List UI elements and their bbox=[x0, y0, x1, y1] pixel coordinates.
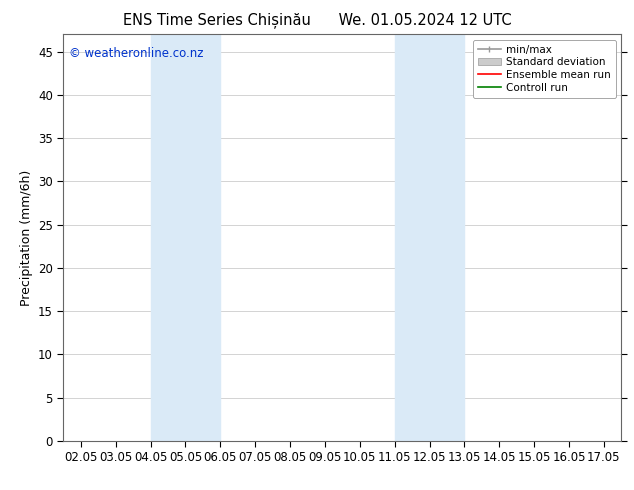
Bar bbox=[150, 34, 221, 441]
Text: © weatheronline.co.nz: © weatheronline.co.nz bbox=[69, 47, 204, 59]
Legend: min/max, Standard deviation, Ensemble mean run, Controll run: min/max, Standard deviation, Ensemble me… bbox=[473, 40, 616, 98]
Bar bbox=[394, 34, 464, 441]
Y-axis label: Precipitation (mm/6h): Precipitation (mm/6h) bbox=[20, 170, 32, 306]
Text: ENS Time Series Chișinău      We. 01.05.2024 12 UTC: ENS Time Series Chișinău We. 01.05.2024 … bbox=[123, 12, 511, 28]
